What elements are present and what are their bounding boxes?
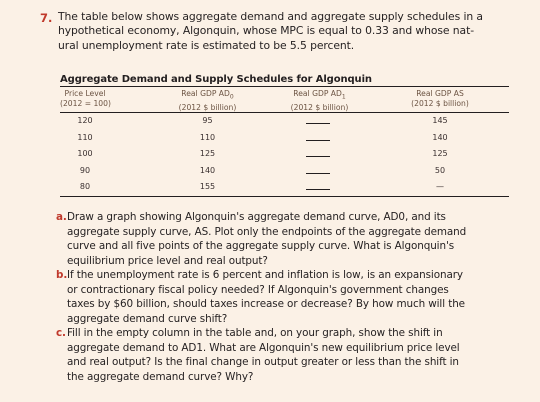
as-cell: 50 bbox=[434, 165, 446, 175]
table-top-rule bbox=[60, 86, 509, 87]
intro-line: hypothetical economy, Algonquin, whose M… bbox=[58, 24, 474, 38]
ad1-blank-cell bbox=[288, 149, 348, 159]
header-real-gdp-ad0: Real GDP AD0 (2012 $ billion) bbox=[178, 89, 237, 112]
part-line: and real output? Is the final change in … bbox=[67, 356, 459, 368]
part-line: the aggregate demand curve? Why? bbox=[67, 370, 254, 383]
part-line: aggregate demand to AD1. What are Algonq… bbox=[67, 341, 460, 354]
price-level-cell: 120 bbox=[77, 116, 93, 125]
part-line: equilibrium price level and real output? bbox=[67, 254, 268, 267]
part-line: taxes by $60 billion, should taxes incre… bbox=[67, 298, 465, 310]
ad0-cell: 140 bbox=[199, 165, 216, 175]
part-line: Draw a graph showing Algonquin's aggrega… bbox=[67, 211, 446, 223]
price-level-cell: 80 bbox=[79, 182, 91, 191]
ad0-cell: 125 bbox=[199, 149, 216, 158]
table-row: 110 110 140 bbox=[60, 133, 509, 150]
ad1-blank-cell bbox=[288, 182, 348, 192]
part-line: or contractionary fiscal policy needed? … bbox=[67, 283, 449, 296]
answer-blank bbox=[306, 166, 330, 174]
part-label: c. bbox=[56, 327, 66, 339]
table-title: Aggregate Demand and Supply Schedules fo… bbox=[60, 74, 372, 85]
header-real-gdp-as: Real GDP AS (2012 $ billion) bbox=[411, 89, 469, 108]
ad0-cell: 155 bbox=[199, 182, 216, 191]
as-cell: 140 bbox=[432, 132, 448, 142]
answer-blank bbox=[306, 149, 330, 157]
table-body: 120 95 145 110 110 140 100 125 125 90 14… bbox=[60, 116, 509, 199]
question-intro: The table below shows aggregate demand a… bbox=[58, 10, 518, 53]
question-number: 7. bbox=[40, 11, 53, 25]
table-bottom-rule bbox=[60, 196, 509, 197]
ad0-cell: 110 bbox=[199, 132, 216, 142]
as-cell: 145 bbox=[432, 116, 448, 125]
answer-blank bbox=[306, 133, 330, 141]
price-level-cell: 110 bbox=[77, 132, 93, 142]
question-parts: a. Draw a graph showing Algonquin's aggr… bbox=[56, 210, 518, 384]
ad0-cell: 95 bbox=[202, 116, 213, 125]
part-line: aggregate supply curve, AS. Plot only th… bbox=[67, 225, 467, 238]
as-cell: — bbox=[436, 182, 444, 191]
table-row: 120 95 145 bbox=[60, 116, 509, 133]
table-row: 100 125 125 bbox=[60, 149, 509, 166]
header-real-gdp-ad1: Real GDP AD1 (2012 $ billion) bbox=[290, 89, 349, 112]
table-header-rule bbox=[60, 112, 509, 113]
price-level-cell: 90 bbox=[79, 165, 91, 175]
part-label: a. bbox=[56, 211, 67, 223]
part-a: a. Draw a graph showing Algonquin's aggr… bbox=[56, 210, 518, 268]
part-line: If the unemployment rate is 6 percent an… bbox=[67, 269, 463, 281]
intro-line: The table below shows aggregate demand a… bbox=[58, 10, 483, 23]
price-level-cell: 100 bbox=[77, 149, 93, 158]
part-line: aggregate demand curve shift? bbox=[67, 312, 228, 325]
part-line: Fill in the empty column in the table an… bbox=[67, 327, 443, 339]
part-label: b. bbox=[56, 269, 68, 281]
ad1-blank-cell bbox=[288, 166, 348, 176]
table-row: 90 140 50 bbox=[60, 166, 509, 183]
as-cell: 125 bbox=[432, 149, 448, 158]
intro-line: ural unemployment rate is estimated to b… bbox=[58, 38, 355, 52]
header-price-level: Price Level (2012 = 100) bbox=[60, 89, 111, 108]
answer-blank bbox=[306, 116, 330, 124]
ad1-blank-cell bbox=[288, 116, 348, 126]
table-row: 80 155 — bbox=[60, 182, 509, 199]
ad1-blank-cell bbox=[288, 133, 348, 143]
part-line: curve and all five points of the aggrega… bbox=[67, 240, 455, 252]
part-b: b. If the unemployment rate is 6 percent… bbox=[56, 268, 518, 326]
answer-blank bbox=[306, 182, 330, 190]
part-c: c. Fill in the empty column in the table… bbox=[56, 326, 518, 384]
